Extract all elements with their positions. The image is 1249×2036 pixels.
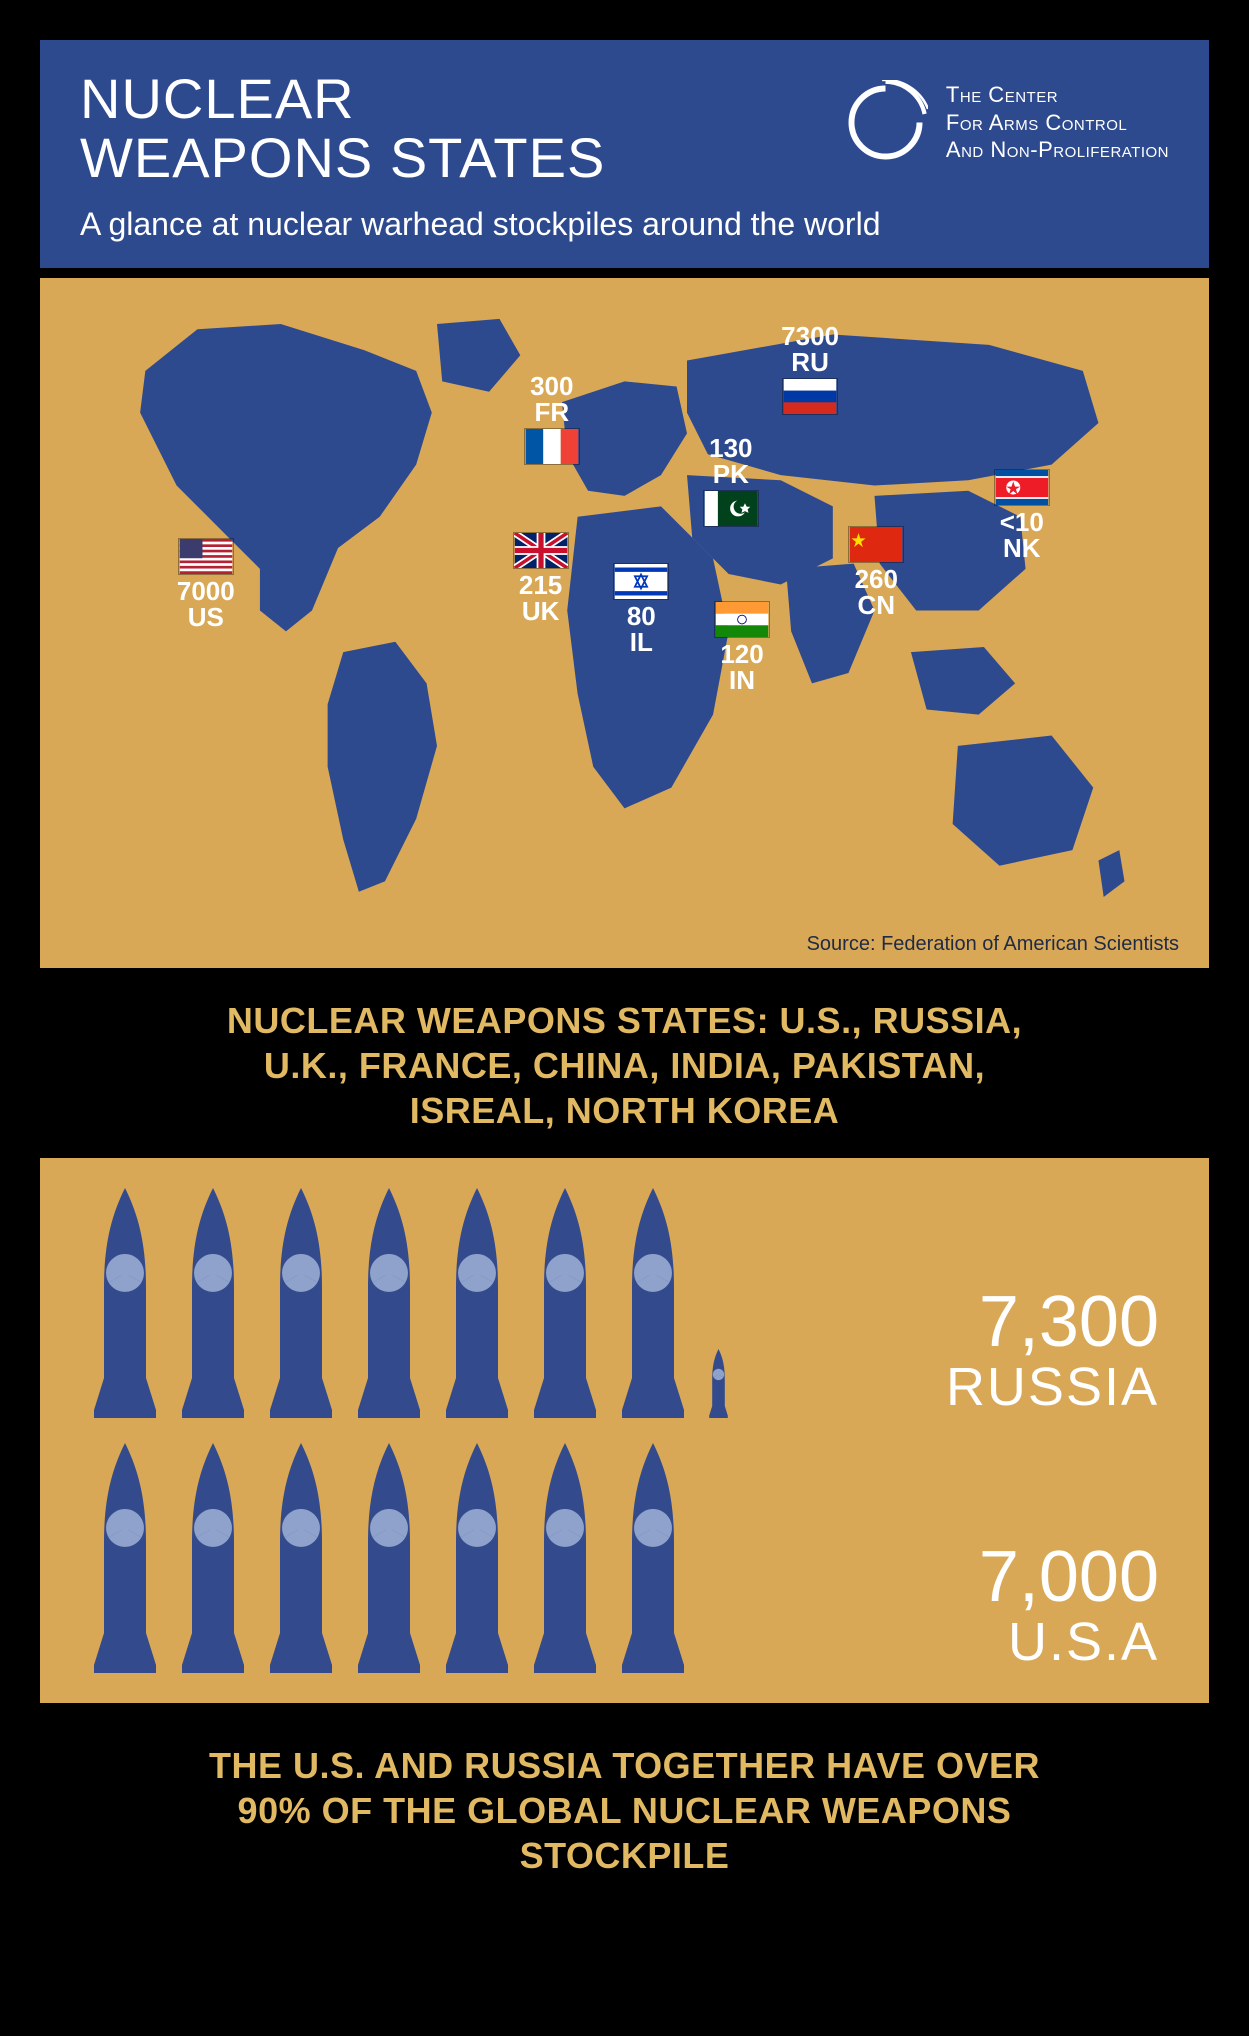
subtitle: A glance at nuclear warhead stockpiles a… [80,206,1169,243]
marker-code: CN [858,592,896,618]
missile-count: 7,000 [899,1541,1159,1613]
page-title: NUCLEAR WEAPONS STATES [80,70,843,188]
marker-count: 300 [530,373,573,399]
map-marker-nk: <10NK [994,466,1050,561]
marker-code: IL [630,629,653,655]
marker-count: 130 [709,435,752,461]
title-line-2: WEAPONS STATES [80,126,605,189]
footer-line-1: THE U.S. AND RUSSIA TOGETHER HAVE OVER [209,1745,1040,1786]
map-marker-cn: 260CN [848,523,904,618]
org-block: The Center For Arms Control And Non-Prol… [843,70,1169,165]
marker-code: FR [534,399,569,425]
footer-line-3: STOCKPILE [520,1835,730,1876]
marker-count: 260 [855,566,898,592]
marker-count: 80 [627,603,656,629]
missile-row-russia: 7,300 RUSSIA [90,1188,1159,1418]
marker-code: RU [791,349,829,375]
marker-count: 7000 [177,578,235,604]
missile-row-label: 7,000 U.S.A [879,1541,1159,1672]
missile-group [90,1443,688,1673]
map-marker-il: 80IL [613,560,669,655]
map-marker-in: 120IN [714,598,770,693]
header: NUCLEAR WEAPONS STATES The Center For Ar… [40,40,1209,268]
states-line-2: U.K., FRANCE, CHINA, INDIA, PAKISTAN, [264,1045,985,1086]
missile-country: RUSSIA [899,1358,1159,1417]
footer-claim: THE U.S. AND RUSSIA TOGETHER HAVE OVER 9… [40,1723,1209,1888]
footer-line-2: 90% OF THE GLOBAL NUCLEAR WEAPONS [238,1790,1012,1831]
title-line-1: NUCLEAR [80,67,355,130]
marker-count: 120 [720,641,763,667]
missile-country: U.S.A [899,1613,1159,1672]
marker-code: US [188,604,224,630]
globe-arc-icon [843,80,928,165]
missile-count: 7,300 [899,1286,1159,1358]
map-marker-fr: 300FR [524,373,580,468]
marker-code: NK [1003,535,1041,561]
states-list: NUCLEAR WEAPONS STATES: U.S., RUSSIA, U.… [40,968,1209,1158]
world-map-panel: 7000US300FR 215UK7300RU130PK 80IL 120IN … [40,278,1209,968]
org-line-1: The Center [946,82,1058,107]
missile-row-usa: 7,000 U.S.A [90,1443,1159,1673]
org-name: The Center For Arms Control And Non-Prol… [946,81,1169,164]
missile-row-label: 7,300 RUSSIA [879,1286,1159,1417]
map-marker-uk: 215UK [513,529,569,624]
states-line-3: ISREAL, NORTH KOREA [410,1090,840,1131]
marker-count: <10 [1000,509,1044,535]
marker-count: 7300 [781,323,839,349]
map-marker-pk: 130PK [703,435,759,530]
marker-count: 215 [519,572,562,598]
world-map: 7000US300FR 215UK7300RU130PK 80IL 120IN … [65,298,1184,923]
map-marker-us: 7000US [177,535,235,630]
marker-code: IN [729,667,755,693]
map-source: Source: Federation of American Scientist… [807,933,1179,956]
map-marker-ru: 7300RU [781,323,839,418]
marker-code: PK [713,461,749,487]
missile-comparison-panel: 7,300 RUSSIA [40,1158,1209,1703]
org-line-3: And Non-Proliferation [946,137,1169,162]
missile-group [90,1188,731,1418]
title-block: NUCLEAR WEAPONS STATES [80,70,843,188]
org-line-2: For Arms Control [946,110,1127,135]
states-line-1: NUCLEAR WEAPONS STATES: U.S., RUSSIA, [227,1000,1022,1041]
marker-code: UK [522,598,560,624]
